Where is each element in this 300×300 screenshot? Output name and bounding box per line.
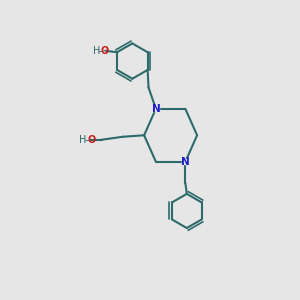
Text: N: N [152, 104, 160, 114]
Text: –: – [98, 46, 103, 56]
Text: –: – [85, 135, 89, 145]
Text: H: H [80, 135, 87, 145]
Text: H: H [93, 46, 100, 56]
Text: N: N [181, 157, 190, 167]
Text: O: O [87, 135, 95, 145]
Text: O: O [100, 46, 109, 56]
Bar [182, 159, 188, 164]
Bar [153, 106, 159, 111]
